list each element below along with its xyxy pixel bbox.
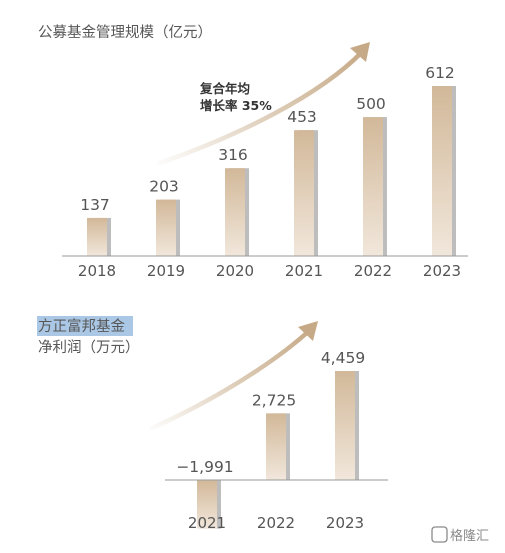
bar-value-label: 453 (287, 108, 317, 126)
chart-1-title: 公募基金管理规模（亿元） (38, 24, 212, 41)
bar-value-label: 137 (80, 196, 110, 214)
growth-arrow-2-head (298, 321, 318, 341)
bar-value-label: 2,725 (252, 391, 296, 409)
bar (225, 168, 245, 256)
growth-arrow-2 (149, 327, 313, 431)
x-tick-label: 2023 (326, 514, 364, 532)
chart-2-bars: −1,991 2021 2,725 2022 4,459 2023 (176, 349, 365, 532)
bar-value-label: −1,991 (176, 458, 233, 476)
x-tick-label: 2023 (423, 262, 461, 280)
bar (197, 480, 217, 529)
chart-1-bars: 137 2018 203 2019 316 2020 453 2021 500 2022 612 20… (78, 64, 461, 280)
growth-arrow-1-head (350, 42, 370, 62)
watermark-text: 格隆汇 (450, 528, 489, 543)
chart-2-subtitle: 净利润（万元） (38, 339, 140, 356)
bar-value-label: 4,459 (321, 349, 365, 367)
x-tick-label: 2022 (354, 262, 392, 280)
chart-2-title-highlight (37, 316, 133, 336)
x-tick-label: 2021 (188, 514, 226, 532)
cagr-label-line2: 增长率 35% (200, 98, 272, 113)
x-tick-label: 2022 (257, 514, 295, 532)
bar (432, 86, 452, 256)
bar (335, 371, 355, 480)
bar-value-label: 203 (149, 178, 179, 196)
cagr-label-line1: 复合年均 (199, 81, 250, 96)
chart-2-title: 方正富邦基金 (38, 317, 125, 335)
bar (156, 199, 176, 256)
x-tick-label: 2020 (216, 262, 254, 280)
bar-value-label: 500 (356, 95, 386, 113)
chart-2: 方正富邦基金 净利润（万元） −1,991 2021 2,725 2022 4,459 2… (37, 316, 388, 532)
chart-1: 公募基金管理规模（亿元） 复合年均 增长率 35% 137 2018 203 2019… (38, 24, 468, 280)
bar (266, 413, 286, 480)
bar-value-label: 612 (425, 64, 455, 82)
x-tick-label: 2019 (147, 262, 185, 280)
bar (363, 117, 383, 256)
bar (294, 130, 314, 256)
x-tick-label: 2021 (285, 262, 323, 280)
x-tick-label: 2018 (78, 262, 116, 280)
growth-arrow-1 (157, 49, 365, 166)
bar-value-label: 316 (218, 146, 248, 164)
watermark-logo-icon (431, 526, 448, 543)
bar (87, 217, 107, 256)
